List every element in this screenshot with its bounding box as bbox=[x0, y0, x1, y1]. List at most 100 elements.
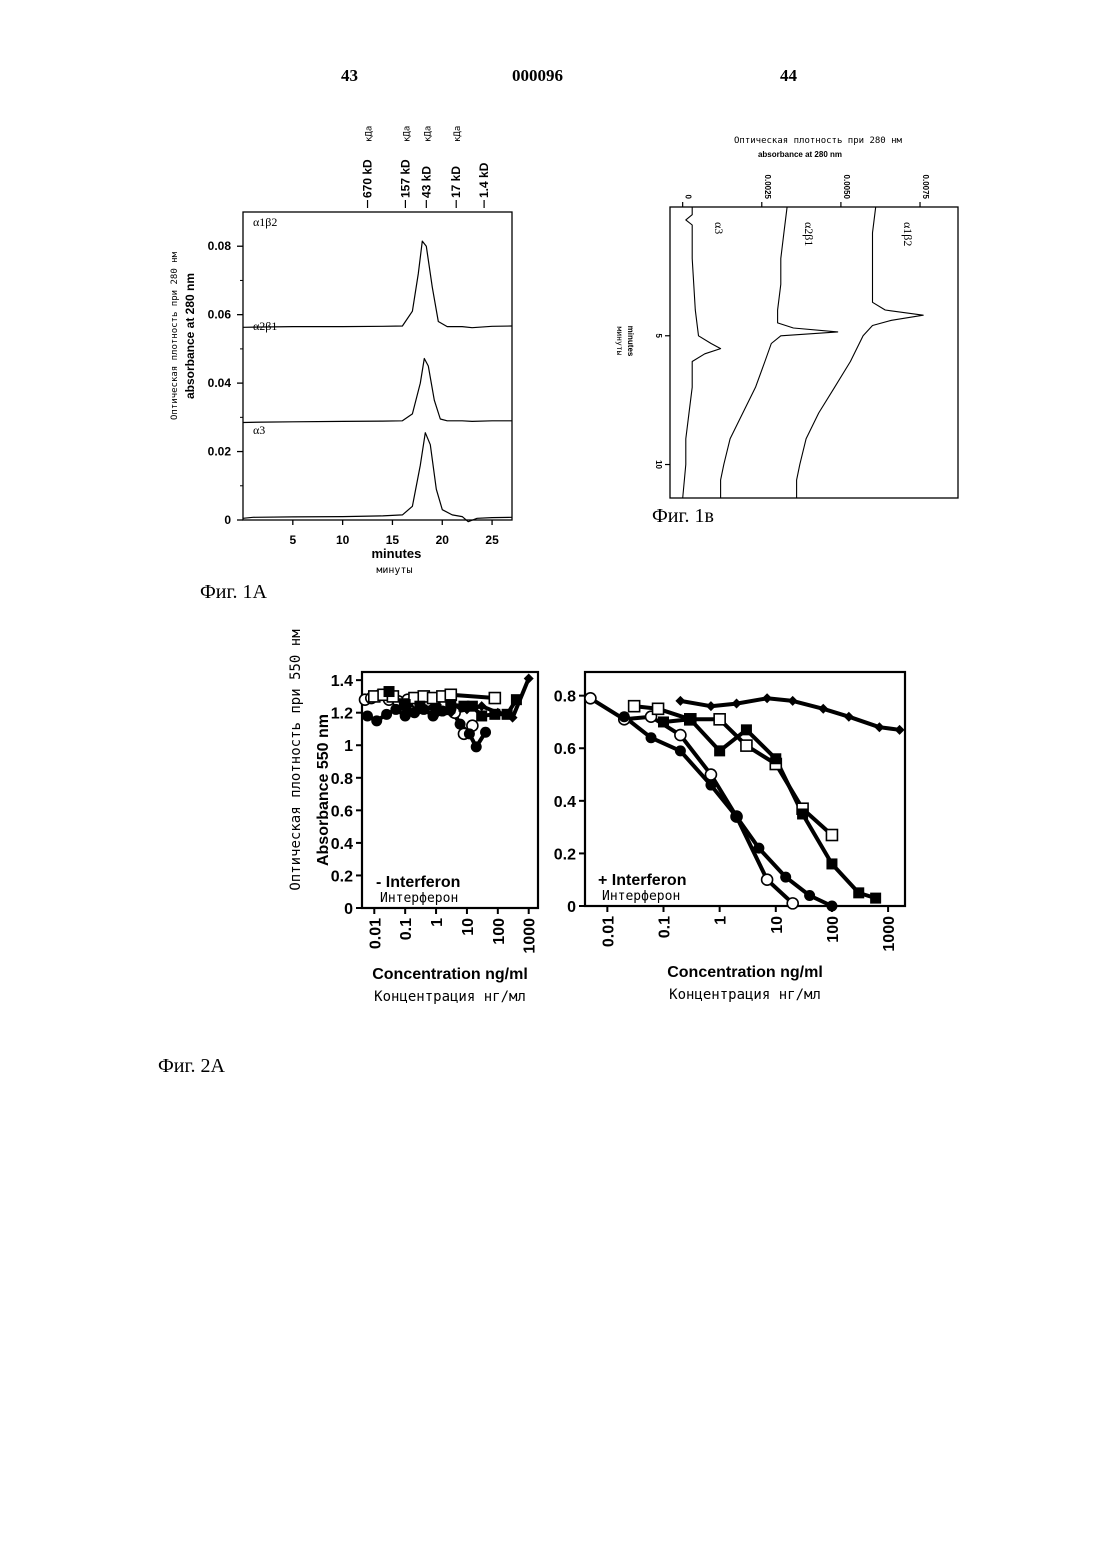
marker-filled-square bbox=[770, 753, 781, 764]
y-axis-label: absorbance at 280 nm bbox=[183, 273, 197, 399]
marker-filled-diamond bbox=[675, 696, 685, 706]
time-tick-label: 5 bbox=[654, 334, 663, 339]
marker-filled-circle bbox=[646, 732, 657, 743]
abs-tick-label: 0.0050 bbox=[842, 175, 851, 200]
marker-open-circle bbox=[762, 874, 773, 885]
x-tick-label: 15 bbox=[386, 533, 400, 547]
chart-fig2a-right: 00.20.40.60.80.010.11101001000Concentrat… bbox=[554, 672, 905, 1003]
x-tick-label: 5 bbox=[289, 533, 296, 547]
marker-open-circle bbox=[585, 693, 596, 704]
x-tick-label: 0.01 bbox=[600, 916, 617, 947]
marker-open-square bbox=[826, 830, 837, 841]
time-axis-label-ru: минуты bbox=[615, 327, 624, 356]
marker-filled-square bbox=[384, 686, 395, 697]
trace-line bbox=[243, 359, 512, 423]
x-tick-label: 100 bbox=[825, 916, 842, 943]
y-axis-label-ru: Оптическая плотность при 280 нм bbox=[170, 251, 180, 420]
mw-marker-label-ru: кДа bbox=[402, 126, 412, 142]
marker-filled-circle bbox=[455, 719, 466, 730]
marker-open-square bbox=[714, 714, 725, 725]
chart-fig1a: 00.020.040.060.08510152025minutesминутыО… bbox=[170, 126, 512, 576]
mw-marker-label: 670 kD bbox=[361, 159, 375, 198]
x-axis-label-ru: минуты bbox=[376, 565, 412, 576]
marker-filled-circle bbox=[675, 745, 686, 756]
y-tick-label: 0 bbox=[567, 899, 576, 916]
marker-filled-diamond bbox=[818, 704, 828, 714]
x-tick-label: 1000 bbox=[881, 916, 898, 952]
x-axis-label: minutes bbox=[372, 546, 422, 561]
mw-marker-label-ru: кДа bbox=[365, 126, 375, 142]
marker-filled-circle bbox=[480, 727, 491, 738]
abs-tick-label: 0 bbox=[684, 195, 693, 200]
interferon-annotation: + Interferon bbox=[598, 872, 686, 889]
x-axis-label-ru: Концентрация нг/мл bbox=[374, 989, 526, 1005]
trace-line bbox=[243, 433, 512, 522]
series-line bbox=[664, 719, 876, 898]
marker-filled-circle bbox=[619, 711, 630, 722]
mw-marker-label: 157 kD bbox=[398, 159, 412, 198]
y-tick-label: 0.04 bbox=[208, 376, 232, 390]
marker-filled-circle bbox=[371, 715, 382, 726]
y-tick-label: 0 bbox=[224, 513, 231, 527]
series-label: α1β2 bbox=[901, 222, 915, 246]
x-tick-label: 0.1 bbox=[656, 916, 673, 938]
marker-filled-square bbox=[685, 714, 696, 725]
series-label: α1β2 bbox=[253, 215, 277, 229]
x-tick-label: 1 bbox=[713, 916, 730, 925]
plot-frame bbox=[243, 212, 512, 520]
x-tick-label: 1000 bbox=[522, 918, 539, 954]
marker-filled-circle bbox=[804, 890, 815, 901]
x-tick-label: 1 bbox=[429, 918, 446, 927]
x-tick-label: 10 bbox=[769, 916, 786, 934]
series-label: α3 bbox=[253, 423, 265, 437]
marker-filled-circle bbox=[731, 811, 742, 822]
trace-line bbox=[797, 207, 924, 498]
series-label: α2β1 bbox=[802, 222, 816, 246]
series-label: α2β1 bbox=[253, 319, 277, 333]
y-tick-label: 0.6 bbox=[331, 803, 353, 820]
marker-filled-square bbox=[658, 716, 669, 727]
trace-line bbox=[721, 207, 838, 498]
mw-marker-label: 1.4 kD bbox=[477, 162, 491, 198]
marker-filled-diamond bbox=[706, 701, 716, 711]
x-tick-label: 10 bbox=[336, 533, 350, 547]
y-tick-label: 1.4 bbox=[331, 673, 353, 690]
x-axis-label-ru: Концентрация нг/мл bbox=[669, 987, 821, 1003]
marker-filled-circle bbox=[753, 843, 764, 854]
chart-fig2a-left: 00.20.40.60.811.21.40.010.11101001000Con… bbox=[288, 629, 539, 1005]
trace-line bbox=[243, 241, 512, 328]
marker-filled-square bbox=[476, 710, 487, 721]
abs-tick-label: 0.0025 bbox=[763, 175, 772, 200]
y-tick-label: 0.2 bbox=[554, 846, 576, 863]
marker-filled-circle bbox=[381, 709, 392, 720]
caption-fig1b: Фиг. 1в bbox=[652, 505, 714, 527]
mw-marker-label: 17 kD bbox=[449, 166, 463, 198]
y-tick-label: 0 bbox=[344, 901, 353, 918]
x-axis-label: Concentration ng/ml bbox=[372, 966, 528, 983]
marker-filled-square bbox=[714, 745, 725, 756]
marker-filled-diamond bbox=[788, 696, 798, 706]
time-axis-label: minutes bbox=[626, 326, 635, 357]
y-tick-label: 0.4 bbox=[554, 794, 576, 811]
mw-marker-label-ru: кДа bbox=[423, 126, 433, 142]
x-tick-label: 10 bbox=[460, 918, 477, 936]
marker-filled-circle bbox=[780, 872, 791, 883]
x-tick-label: 25 bbox=[485, 533, 499, 547]
marker-filled-diamond bbox=[895, 725, 905, 735]
y-tick-label: 0.8 bbox=[554, 689, 576, 706]
marker-filled-circle bbox=[362, 710, 373, 721]
trace-line bbox=[683, 207, 721, 498]
abs-tick-label: 0.0075 bbox=[921, 175, 930, 200]
marker-filled-square bbox=[853, 887, 864, 898]
marker-open-square bbox=[445, 689, 456, 700]
marker-open-square bbox=[629, 701, 640, 712]
y-tick-label: 0.08 bbox=[208, 239, 232, 253]
series-label: α3 bbox=[712, 222, 726, 234]
y-axis-label-ru: Оптическая плотность при 550 нм bbox=[288, 629, 304, 891]
abs-axis-label: absorbance at 280 nm bbox=[758, 150, 842, 159]
y-tick-label: 0.02 bbox=[208, 445, 232, 459]
x-axis-label: Concentration ng/ml bbox=[667, 964, 823, 981]
marker-filled-diamond bbox=[762, 693, 772, 703]
interferon-annotation-ru: Интерферон bbox=[380, 891, 458, 906]
